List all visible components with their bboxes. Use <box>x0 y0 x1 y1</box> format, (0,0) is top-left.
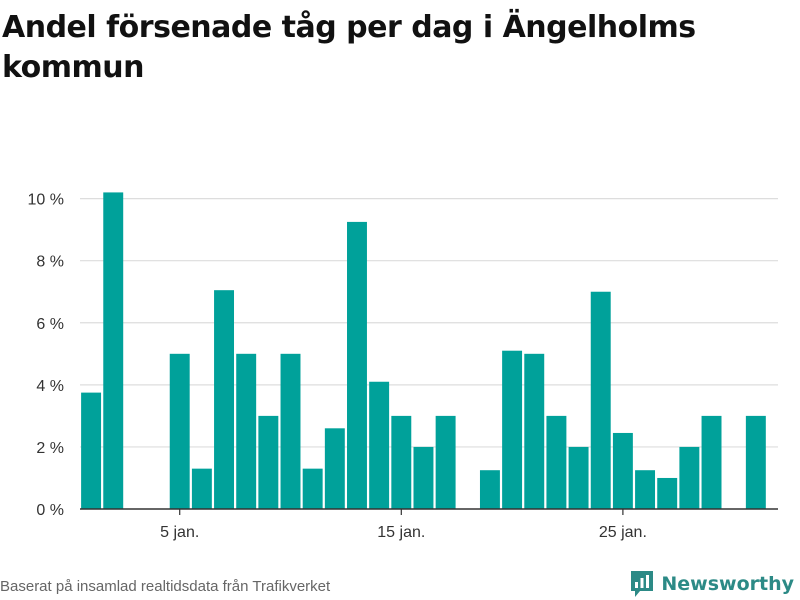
bar <box>612 432 633 509</box>
bar <box>745 415 766 509</box>
x-tick-label: 5 jan. <box>160 524 199 541</box>
bar <box>258 415 279 509</box>
bar-chart: 0 % 2 % 4 % 6 % 8 % 10 % 5 jan. 15 jan. 25 jan. <box>28 192 778 541</box>
newsworthy-logo-icon <box>631 571 654 597</box>
x-tick-label: 15 jan. <box>377 524 425 541</box>
bar <box>435 415 456 509</box>
y-tick-label: 2 % <box>36 440 64 457</box>
y-tick-label: 4 % <box>36 378 64 395</box>
y-tick-label: 6 % <box>36 316 64 333</box>
bar <box>369 381 390 509</box>
y-tick-label: 0 % <box>36 502 64 519</box>
bar <box>169 353 190 509</box>
bar <box>103 192 124 509</box>
bar <box>679 446 700 509</box>
bar <box>413 446 434 509</box>
newsworthy-logo[interactable]: Newsworthy <box>629 568 794 600</box>
y-axis-tick-labels: 0 % 2 % 4 % 6 % 8 % 10 % <box>28 192 64 519</box>
bar <box>568 446 589 509</box>
bar <box>524 353 545 509</box>
bar <box>214 290 235 509</box>
bar <box>324 428 345 509</box>
bar <box>302 468 323 509</box>
x-tick-label: 25 jan. <box>599 524 647 541</box>
bar <box>546 415 567 509</box>
bar <box>391 415 412 509</box>
bar <box>479 470 500 509</box>
newsworthy-logo-text: Newsworthy <box>661 573 794 595</box>
bars <box>81 192 766 509</box>
y-tick-label: 10 % <box>28 192 64 209</box>
y-tick-label: 8 % <box>36 254 64 271</box>
bar <box>236 353 257 509</box>
bar <box>657 477 678 509</box>
bar <box>502 350 523 509</box>
bar <box>81 392 102 509</box>
chart-title: Andel försenade tåg per dag i Ängelholms… <box>2 10 696 85</box>
bar <box>280 353 301 509</box>
x-axis-ticks: 5 jan. 15 jan. 25 jan. <box>160 509 647 541</box>
bar <box>590 291 611 509</box>
bar <box>347 221 367 509</box>
source-note: Baserat på insamlad realtidsdata från Tr… <box>0 578 331 595</box>
bar <box>701 415 722 509</box>
bar <box>191 468 212 509</box>
bar <box>635 470 656 509</box>
